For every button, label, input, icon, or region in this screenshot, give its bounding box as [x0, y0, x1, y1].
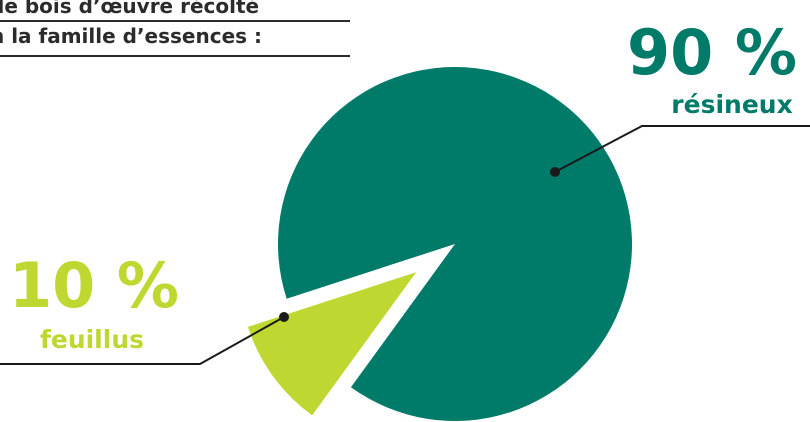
leader-dot-résineux — [550, 167, 560, 177]
leader-dot-feuillus — [279, 312, 289, 322]
title-underline-2 — [0, 55, 350, 57]
chart-title: de bois d’œuvre récolté n la famille d’e… — [0, 0, 262, 51]
pie-slice-feuillus — [247, 272, 417, 416]
leader-line-résineux — [554, 125, 810, 173]
chart-title-line-2: n la famille d’essences : — [0, 24, 263, 48]
chart-title-line-1: de bois d’œuvre récolté — [0, 0, 260, 18]
percent-label-résineux: 90 % — [627, 16, 797, 89]
percent-label-feuillus: 10 % — [9, 249, 179, 322]
pie-slice-résineux — [278, 67, 632, 422]
leader-line-feuillus — [0, 316, 285, 365]
category-label-feuillus: feuillus — [40, 325, 144, 354]
category-label-résineux: résineux — [671, 90, 792, 119]
title-underline-1 — [0, 20, 350, 22]
